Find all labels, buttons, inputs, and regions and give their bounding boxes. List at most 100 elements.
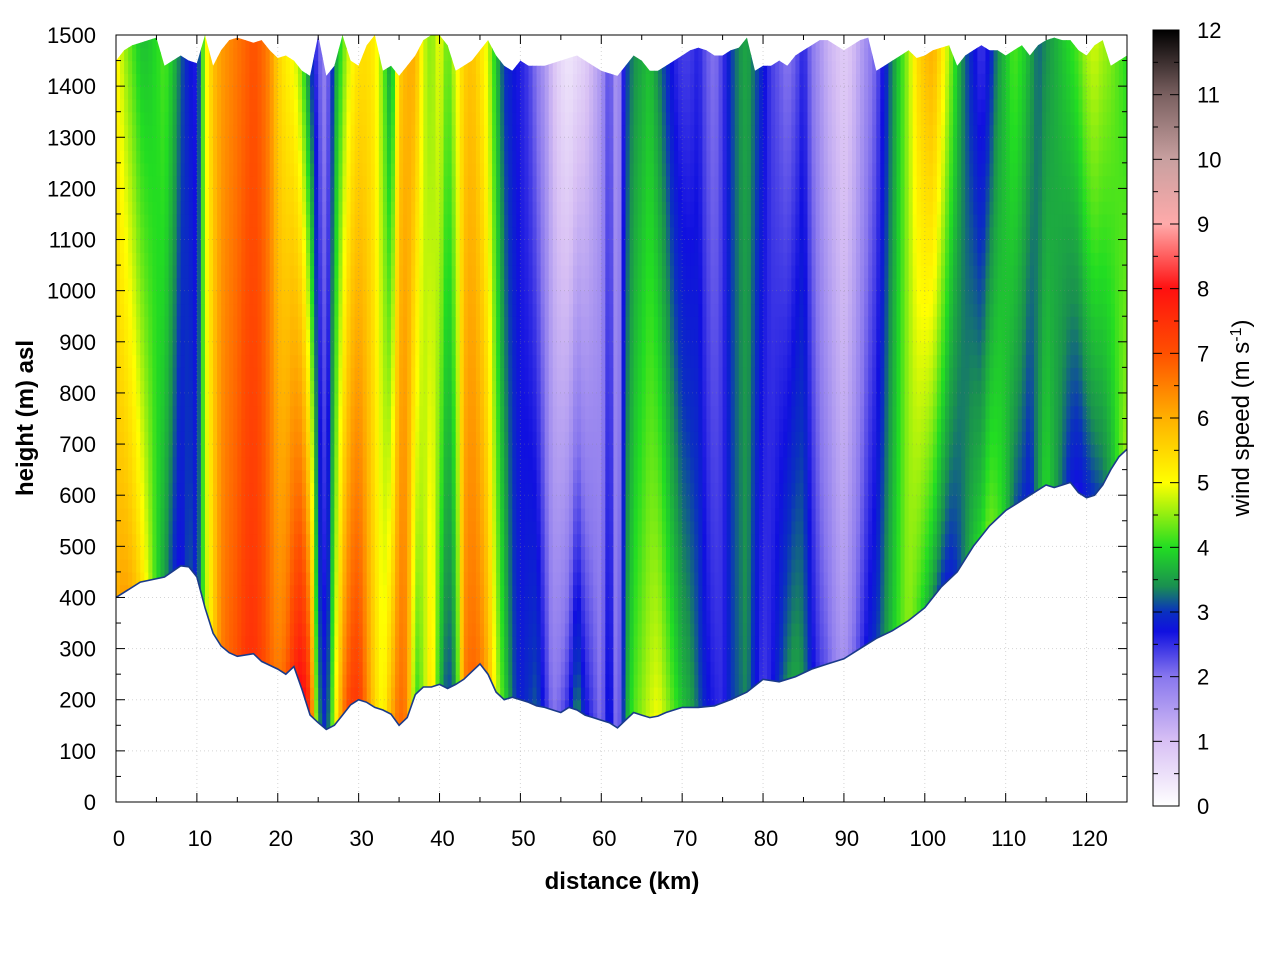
heatmap-cell (237, 367, 242, 380)
heatmap-cell (508, 61, 513, 74)
heatmap-cell (440, 457, 445, 470)
heatmap-cell (144, 457, 149, 470)
heatmap-cell (492, 124, 497, 137)
heatmap-cell (217, 150, 222, 163)
heatmap-cell (205, 176, 210, 189)
heatmap-cell (213, 316, 218, 329)
heatmap-cell (262, 649, 267, 662)
heatmap-cell (245, 342, 250, 355)
heatmap-cell (241, 112, 246, 125)
heatmap-cell (274, 367, 279, 380)
heatmap-cell (427, 265, 432, 278)
heatmap-cell (444, 674, 449, 687)
heatmap-cell (294, 380, 299, 393)
heatmap-cell (173, 188, 178, 201)
heatmap-cell (330, 342, 335, 355)
heatmap-cell (403, 342, 408, 355)
heatmap-cell (448, 521, 453, 534)
heatmap-cell (488, 252, 493, 265)
heatmap-cell (342, 623, 347, 636)
heatmap-cell (379, 508, 384, 521)
heatmap-cell (395, 240, 400, 253)
heatmap-cell (367, 367, 372, 380)
heatmap-cell (330, 457, 335, 470)
heatmap-cell (136, 559, 141, 572)
heatmap-cell (456, 674, 461, 687)
heatmap-cell (160, 431, 165, 444)
heatmap-cell (440, 303, 445, 316)
heatmap-cell (440, 610, 445, 623)
heatmap-cell (245, 291, 250, 304)
heatmap-cell (359, 227, 364, 240)
heatmap-cell (359, 291, 364, 304)
heatmap-cell (468, 380, 473, 393)
heatmap-cell (185, 291, 190, 304)
heatmap-cell (237, 597, 242, 610)
heatmap-cell (435, 240, 440, 253)
heatmap-cell (225, 137, 230, 150)
heatmap-cell (492, 265, 497, 278)
heatmap-cell (387, 150, 392, 163)
heatmap-cell (128, 99, 133, 112)
heatmap-cell (508, 585, 513, 598)
heatmap-cell (423, 227, 428, 240)
heatmap-cell (310, 661, 315, 674)
heatmap-cell (338, 431, 343, 444)
heatmap-cell (355, 150, 360, 163)
heatmap-cell (330, 278, 335, 291)
heatmap-cell (213, 508, 218, 521)
heatmap-cell (504, 48, 509, 61)
heatmap-cell (266, 163, 271, 176)
heatmap-cell (330, 636, 335, 649)
heatmap-cell (435, 559, 440, 572)
heatmap-cell (177, 112, 182, 125)
heatmap-cell (476, 201, 481, 214)
heatmap-cell (310, 99, 315, 112)
heatmap-cell (504, 316, 509, 329)
heatmap-cell (185, 137, 190, 150)
heatmap-cell (508, 419, 513, 432)
heatmap-cell (152, 470, 157, 483)
heatmap-cell (290, 610, 295, 623)
heatmap-cell (185, 508, 190, 521)
heatmap-cell (435, 86, 440, 99)
heatmap-cell (160, 355, 165, 368)
heatmap-cell (403, 124, 408, 137)
heatmap-cell (169, 419, 174, 432)
heatmap-cell (476, 73, 481, 86)
heatmap-cell (448, 291, 453, 304)
heatmap-cell (266, 61, 271, 74)
heatmap-cell (391, 559, 396, 572)
heatmap-cell (464, 303, 469, 316)
heatmap-cell (496, 572, 501, 585)
heatmap-cell (342, 482, 347, 495)
heatmap-cell (298, 419, 303, 432)
heatmap-cell (359, 48, 364, 61)
heatmap-cell (294, 508, 299, 521)
heatmap-cell (504, 649, 509, 662)
heatmap-cell (512, 367, 517, 380)
heatmap-cell (338, 252, 343, 265)
heatmap-cell (342, 150, 347, 163)
heatmap-cell (488, 137, 493, 150)
heatmap-cell (391, 188, 396, 201)
heatmap-cell (448, 572, 453, 585)
heatmap-cell (116, 150, 121, 163)
heatmap-cell (480, 559, 485, 572)
heatmap-cell (270, 649, 275, 662)
heatmap-cell (359, 163, 364, 176)
heatmap-cell (225, 534, 230, 547)
heatmap-cell (440, 470, 445, 483)
heatmap-cell (254, 73, 259, 86)
heatmap-cell (270, 495, 275, 508)
heatmap-cell (152, 457, 157, 470)
heatmap-cell (415, 367, 420, 380)
heatmap-cell (375, 649, 380, 662)
heatmap-cell (367, 431, 372, 444)
heatmap-cell (120, 444, 125, 457)
heatmap-cell (314, 597, 319, 610)
heatmap-cell (254, 367, 259, 380)
heatmap-cell (128, 35, 133, 48)
heatmap-cell (480, 48, 485, 61)
heatmap-cell (201, 112, 206, 125)
